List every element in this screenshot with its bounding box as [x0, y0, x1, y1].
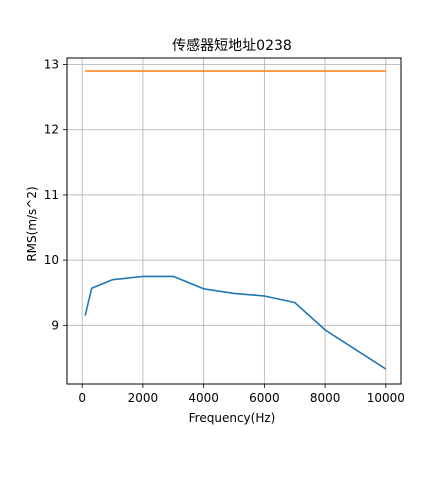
y-axis-label: RMS(m/s^2): [25, 186, 39, 261]
x-tick-label: 2000: [128, 391, 159, 405]
x-tick-label: 8000: [310, 391, 341, 405]
x-tick-label: 10000: [367, 391, 405, 405]
y-tick-label: 13: [44, 58, 59, 72]
x-axis-label: Frequency(Hz): [189, 411, 276, 425]
chart-title: 传感器短地址0238: [172, 37, 292, 54]
x-tick-label: 4000: [188, 391, 219, 405]
x-tick-label: 0: [78, 391, 86, 405]
y-tick-label: 9: [51, 318, 59, 332]
series-line-1: [84, 275, 387, 370]
y-axis-ticks: 9 10 11 12 13: [44, 58, 67, 332]
data-series: [84, 70, 387, 370]
grid-lines: [67, 58, 401, 384]
y-tick-label: 10: [44, 253, 59, 267]
x-axis-ticks: 0 2000 4000 6000 8000 10000: [78, 384, 405, 405]
y-tick-label: 12: [44, 123, 59, 137]
y-tick-label: 11: [44, 188, 59, 202]
x-tick-label: 6000: [249, 391, 280, 405]
plot-frame: [66, 57, 402, 385]
